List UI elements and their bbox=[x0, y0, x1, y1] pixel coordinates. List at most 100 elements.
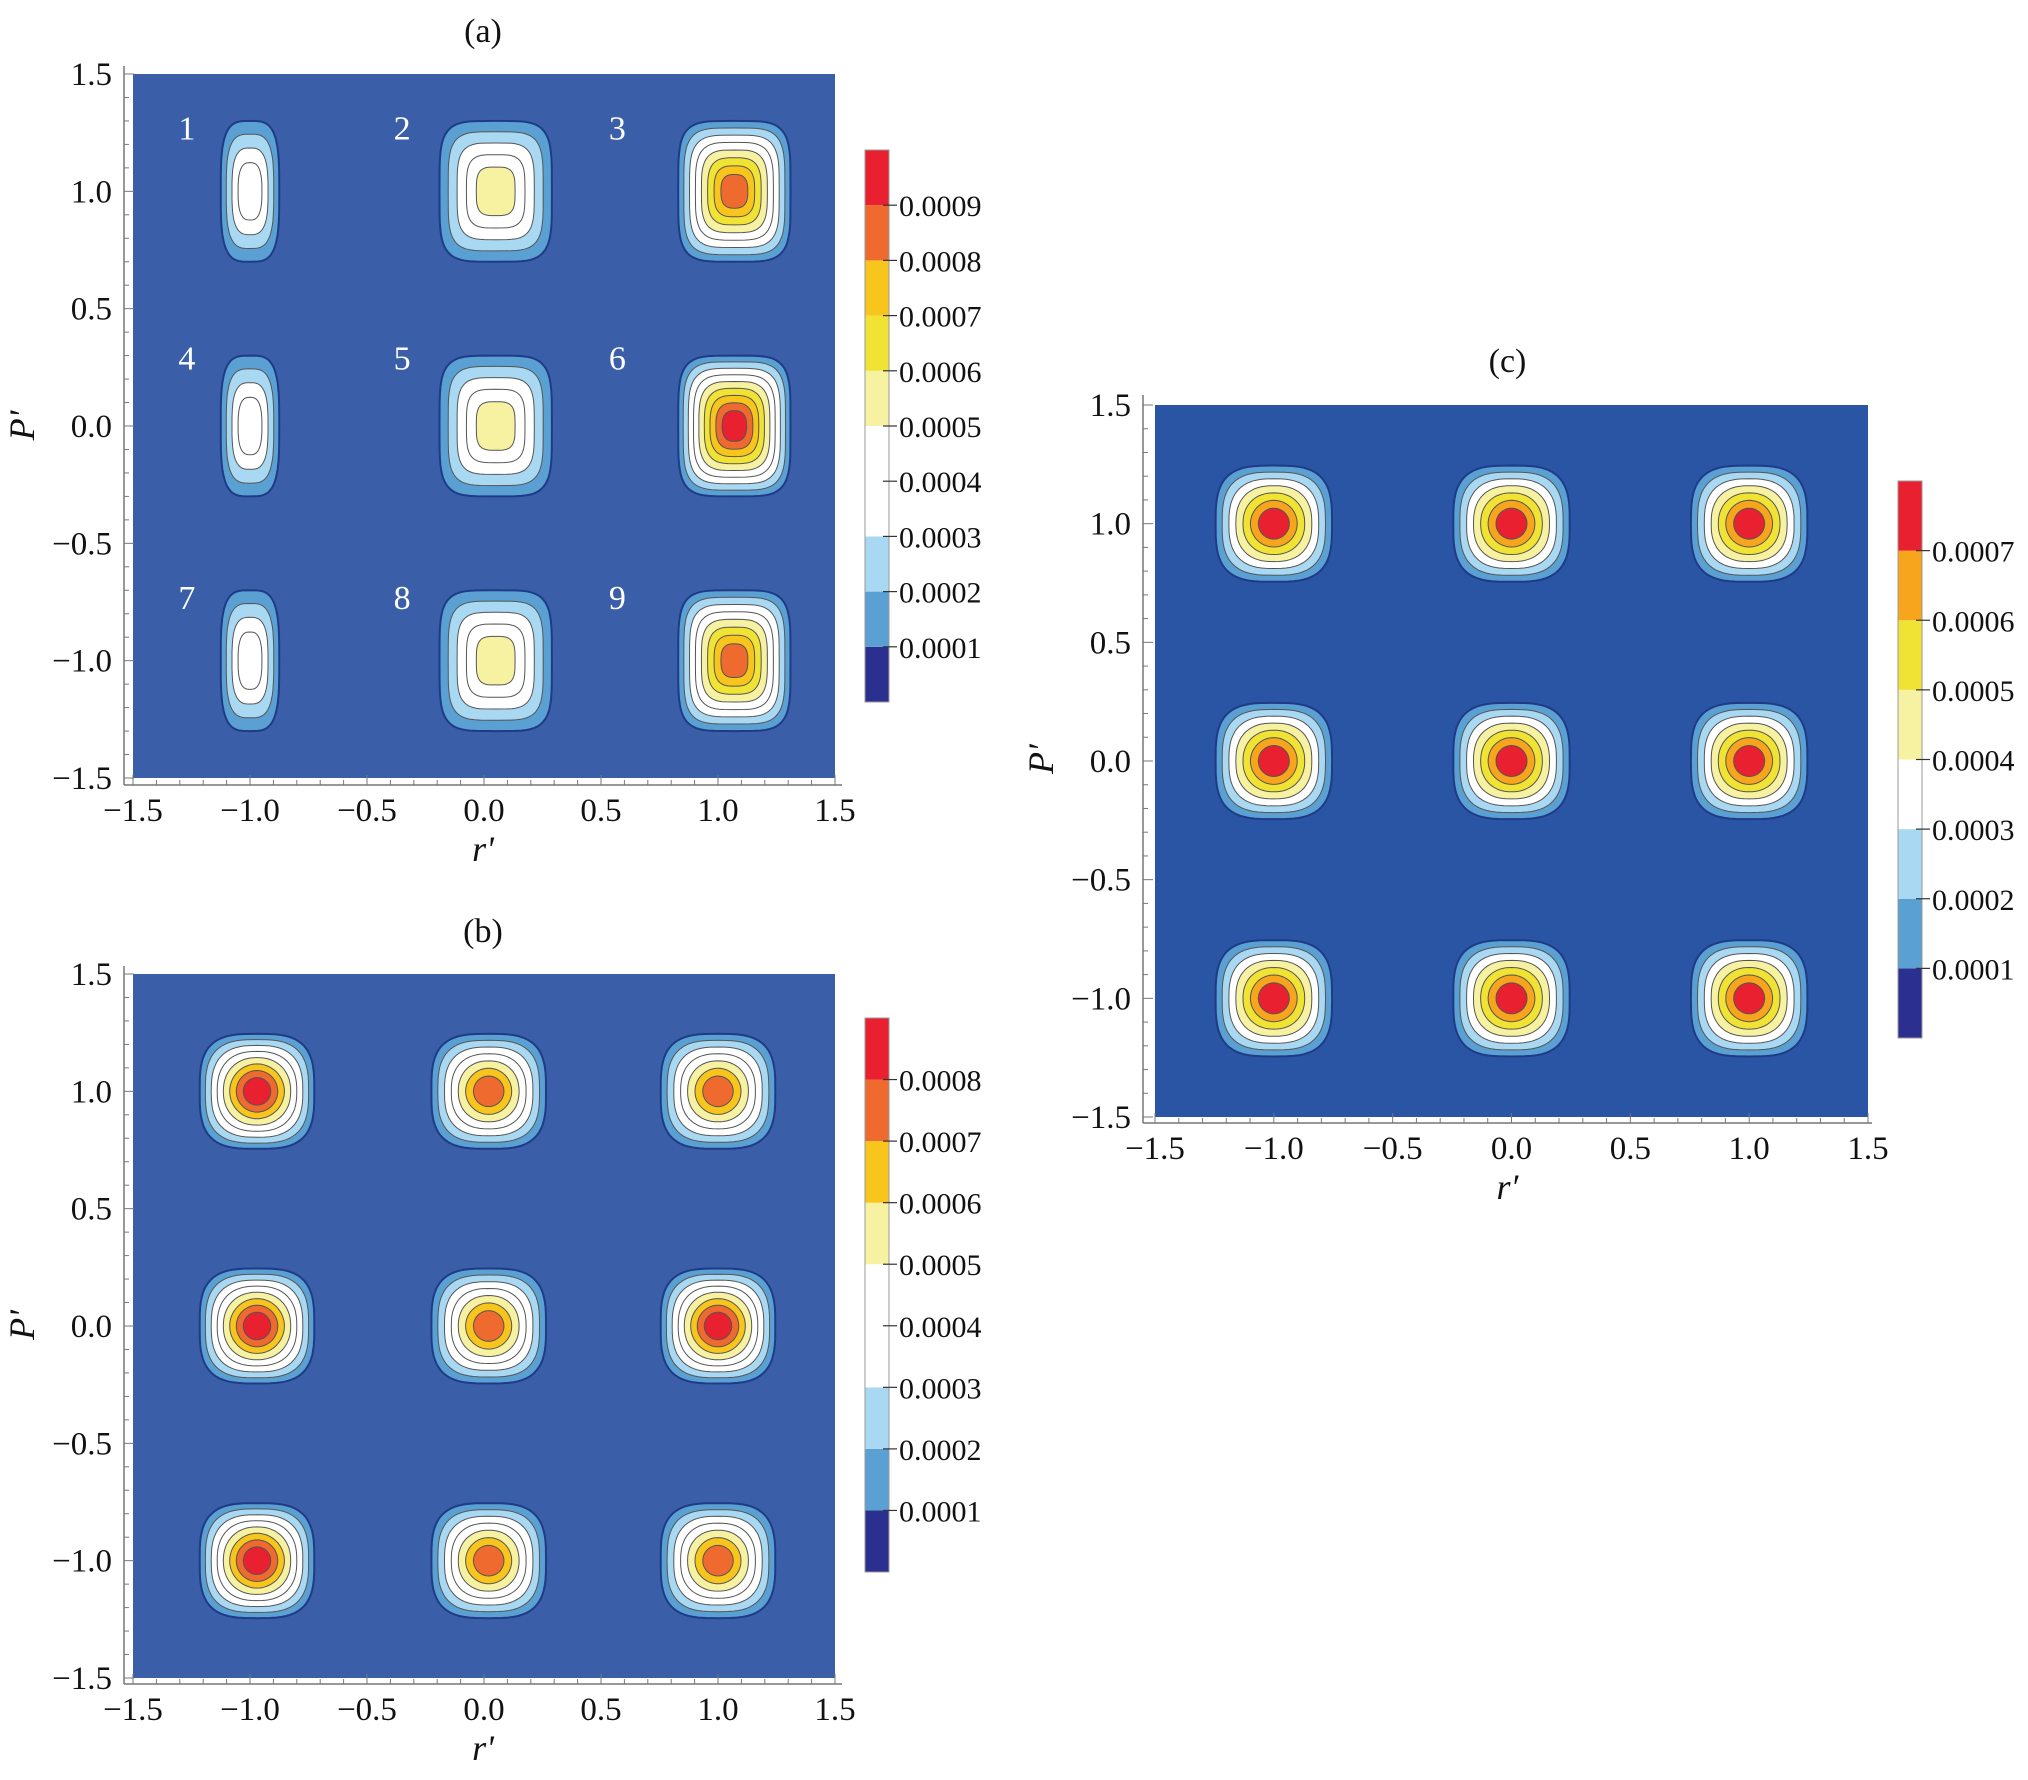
contour-peak bbox=[430, 1267, 548, 1385]
contour-level bbox=[237, 631, 263, 690]
peak-label: 4 bbox=[178, 341, 195, 378]
colorbar-band bbox=[865, 150, 889, 206]
contour-level bbox=[1257, 982, 1290, 1015]
colorbar-band bbox=[865, 1141, 889, 1203]
y-tick-label: −1.5 bbox=[52, 761, 112, 797]
contour-level bbox=[237, 396, 263, 456]
contour-level bbox=[702, 1075, 734, 1108]
contour-peak bbox=[677, 354, 792, 498]
contour-level bbox=[475, 401, 516, 451]
x-tick-label: 1.5 bbox=[1847, 1131, 1888, 1167]
colorbar: 0.0001 0.0002 0.0003 0.0004 0.0005 0.0006 0.00… bbox=[864, 1017, 982, 1573]
colorbar-band bbox=[1898, 898, 1922, 969]
colorbar-band bbox=[1898, 550, 1922, 621]
contour-level bbox=[1733, 982, 1766, 1015]
y-tick-label: 0.5 bbox=[71, 1192, 112, 1228]
contour-level bbox=[1495, 982, 1528, 1015]
contour-peak bbox=[677, 119, 792, 263]
x-tick-label: −0.5 bbox=[337, 1692, 397, 1728]
x-tick-label: 1.5 bbox=[814, 1692, 855, 1728]
x-tick-label: 1.0 bbox=[1729, 1131, 1770, 1167]
colorbar-band bbox=[865, 1079, 889, 1142]
contour-level bbox=[242, 1311, 272, 1341]
y-tick-label: −0.5 bbox=[52, 526, 112, 562]
contour-level bbox=[721, 410, 748, 442]
contour-peak bbox=[430, 1502, 548, 1620]
contour-level bbox=[1257, 507, 1290, 540]
x-tick-label: −1.0 bbox=[220, 1692, 280, 1728]
y-tick-label: −1.0 bbox=[52, 1544, 112, 1580]
colorbar: 0.0001 0.0002 0.0003 0.0004 0.0005 0.0006 0.00… bbox=[864, 149, 982, 703]
peak-label: 1 bbox=[178, 111, 195, 148]
contour-level bbox=[1257, 744, 1290, 778]
y-tick-label: 1.5 bbox=[71, 957, 112, 993]
y-tick-label: 0.5 bbox=[1090, 625, 1131, 661]
contour-level bbox=[1733, 507, 1766, 540]
colorbar-band bbox=[865, 1325, 889, 1388]
x-tick-label: 1.5 bbox=[814, 793, 855, 829]
y-tick-label: 1.0 bbox=[71, 174, 112, 210]
panel-b: (b) −1.5 −1.0 −0.5 0.0 0.5 1.0 1.5 −1.5 −1.0 −0.5 0… bbox=[2, 913, 982, 1768]
panel-c: (c) −1.5 −1.0 −0.5 0.0 0.5 1.0 1.5 −1.5 −1.0 −0.5 0… bbox=[1021, 343, 2015, 1207]
colorbar-tick-label: 0.0005 bbox=[899, 1249, 982, 1282]
colorbar-tick-label: 0.0007 bbox=[899, 301, 982, 334]
x-axis-label: r' bbox=[472, 829, 495, 869]
contour-peak bbox=[219, 589, 281, 733]
contour-peak bbox=[198, 1267, 316, 1385]
colorbar-band bbox=[865, 315, 889, 371]
contour-level bbox=[475, 166, 516, 217]
contour-level bbox=[237, 162, 263, 221]
x-axis-label: r' bbox=[472, 1728, 495, 1768]
colorbar-band bbox=[865, 591, 889, 647]
x-tick-label: −1.5 bbox=[103, 793, 163, 829]
y-tick-label: 1.5 bbox=[1090, 388, 1131, 424]
x-tick-label: 0.0 bbox=[1491, 1131, 1532, 1167]
x-tick-label: −1.0 bbox=[1244, 1131, 1304, 1167]
x-tick-label: −0.5 bbox=[337, 793, 397, 829]
colorbar-tick-label: 0.0006 bbox=[899, 356, 982, 389]
contour-peak bbox=[198, 1502, 316, 1620]
colorbar-band bbox=[865, 481, 889, 537]
contour-peak bbox=[659, 1502, 777, 1620]
contour-peak bbox=[430, 1032, 548, 1150]
colorbar-band bbox=[1898, 829, 1922, 899]
colorbar-tick-label: 0.0007 bbox=[899, 1126, 982, 1159]
x-tick-label: 0.0 bbox=[463, 793, 504, 829]
contour-peak bbox=[1689, 701, 1809, 821]
contour-peak bbox=[677, 589, 792, 733]
colorbar-tick-label: 0.0004 bbox=[899, 466, 982, 499]
contour-level bbox=[1495, 744, 1528, 778]
contour-peak bbox=[198, 1032, 316, 1150]
contour-peak bbox=[438, 119, 553, 263]
colorbar-tick-label: 0.0004 bbox=[1932, 745, 2015, 778]
colorbar-band bbox=[865, 1510, 889, 1572]
colorbar-band bbox=[865, 205, 889, 261]
contour-level bbox=[242, 1546, 272, 1575]
y-tick-label: 0.0 bbox=[1090, 744, 1131, 780]
peak-label: 3 bbox=[609, 111, 626, 148]
x-tick-label: 1.0 bbox=[697, 1692, 738, 1728]
colorbar-tick-label: 0.0008 bbox=[899, 245, 982, 278]
contour-peak bbox=[219, 119, 281, 263]
y-axis-label: P′ bbox=[1021, 743, 1061, 775]
colorbar-band bbox=[865, 260, 889, 316]
colorbar-band bbox=[865, 1018, 889, 1080]
peak-label: 5 bbox=[394, 341, 411, 378]
colorbar-band bbox=[865, 426, 889, 482]
x-tick-label: 0.5 bbox=[1610, 1131, 1651, 1167]
x-tick-label: −1.5 bbox=[1125, 1131, 1185, 1167]
colorbar-tick-label: 0.0003 bbox=[899, 521, 982, 554]
colorbar-band bbox=[865, 646, 889, 702]
contour-peak bbox=[219, 354, 281, 498]
colorbar-tick-label: 0.0001 bbox=[899, 1495, 982, 1528]
colorbar-band bbox=[865, 1387, 889, 1449]
peak-label: 8 bbox=[394, 580, 411, 617]
contour-level bbox=[472, 1075, 505, 1108]
colorbar-tick-label: 0.0003 bbox=[1932, 814, 2015, 847]
contour-peak bbox=[438, 589, 553, 733]
colorbar-tick-label: 0.0005 bbox=[899, 411, 982, 444]
contour-level bbox=[720, 643, 749, 678]
panel-a: (a) 1 2 3 4 5 6 7 8 9 −1.5 −1.0 −0.5 0.0 0.5 1.0 1.5 −1.5… bbox=[2, 13, 982, 869]
contour-level bbox=[1733, 744, 1766, 778]
y-tick-label: 1.5 bbox=[71, 57, 112, 93]
